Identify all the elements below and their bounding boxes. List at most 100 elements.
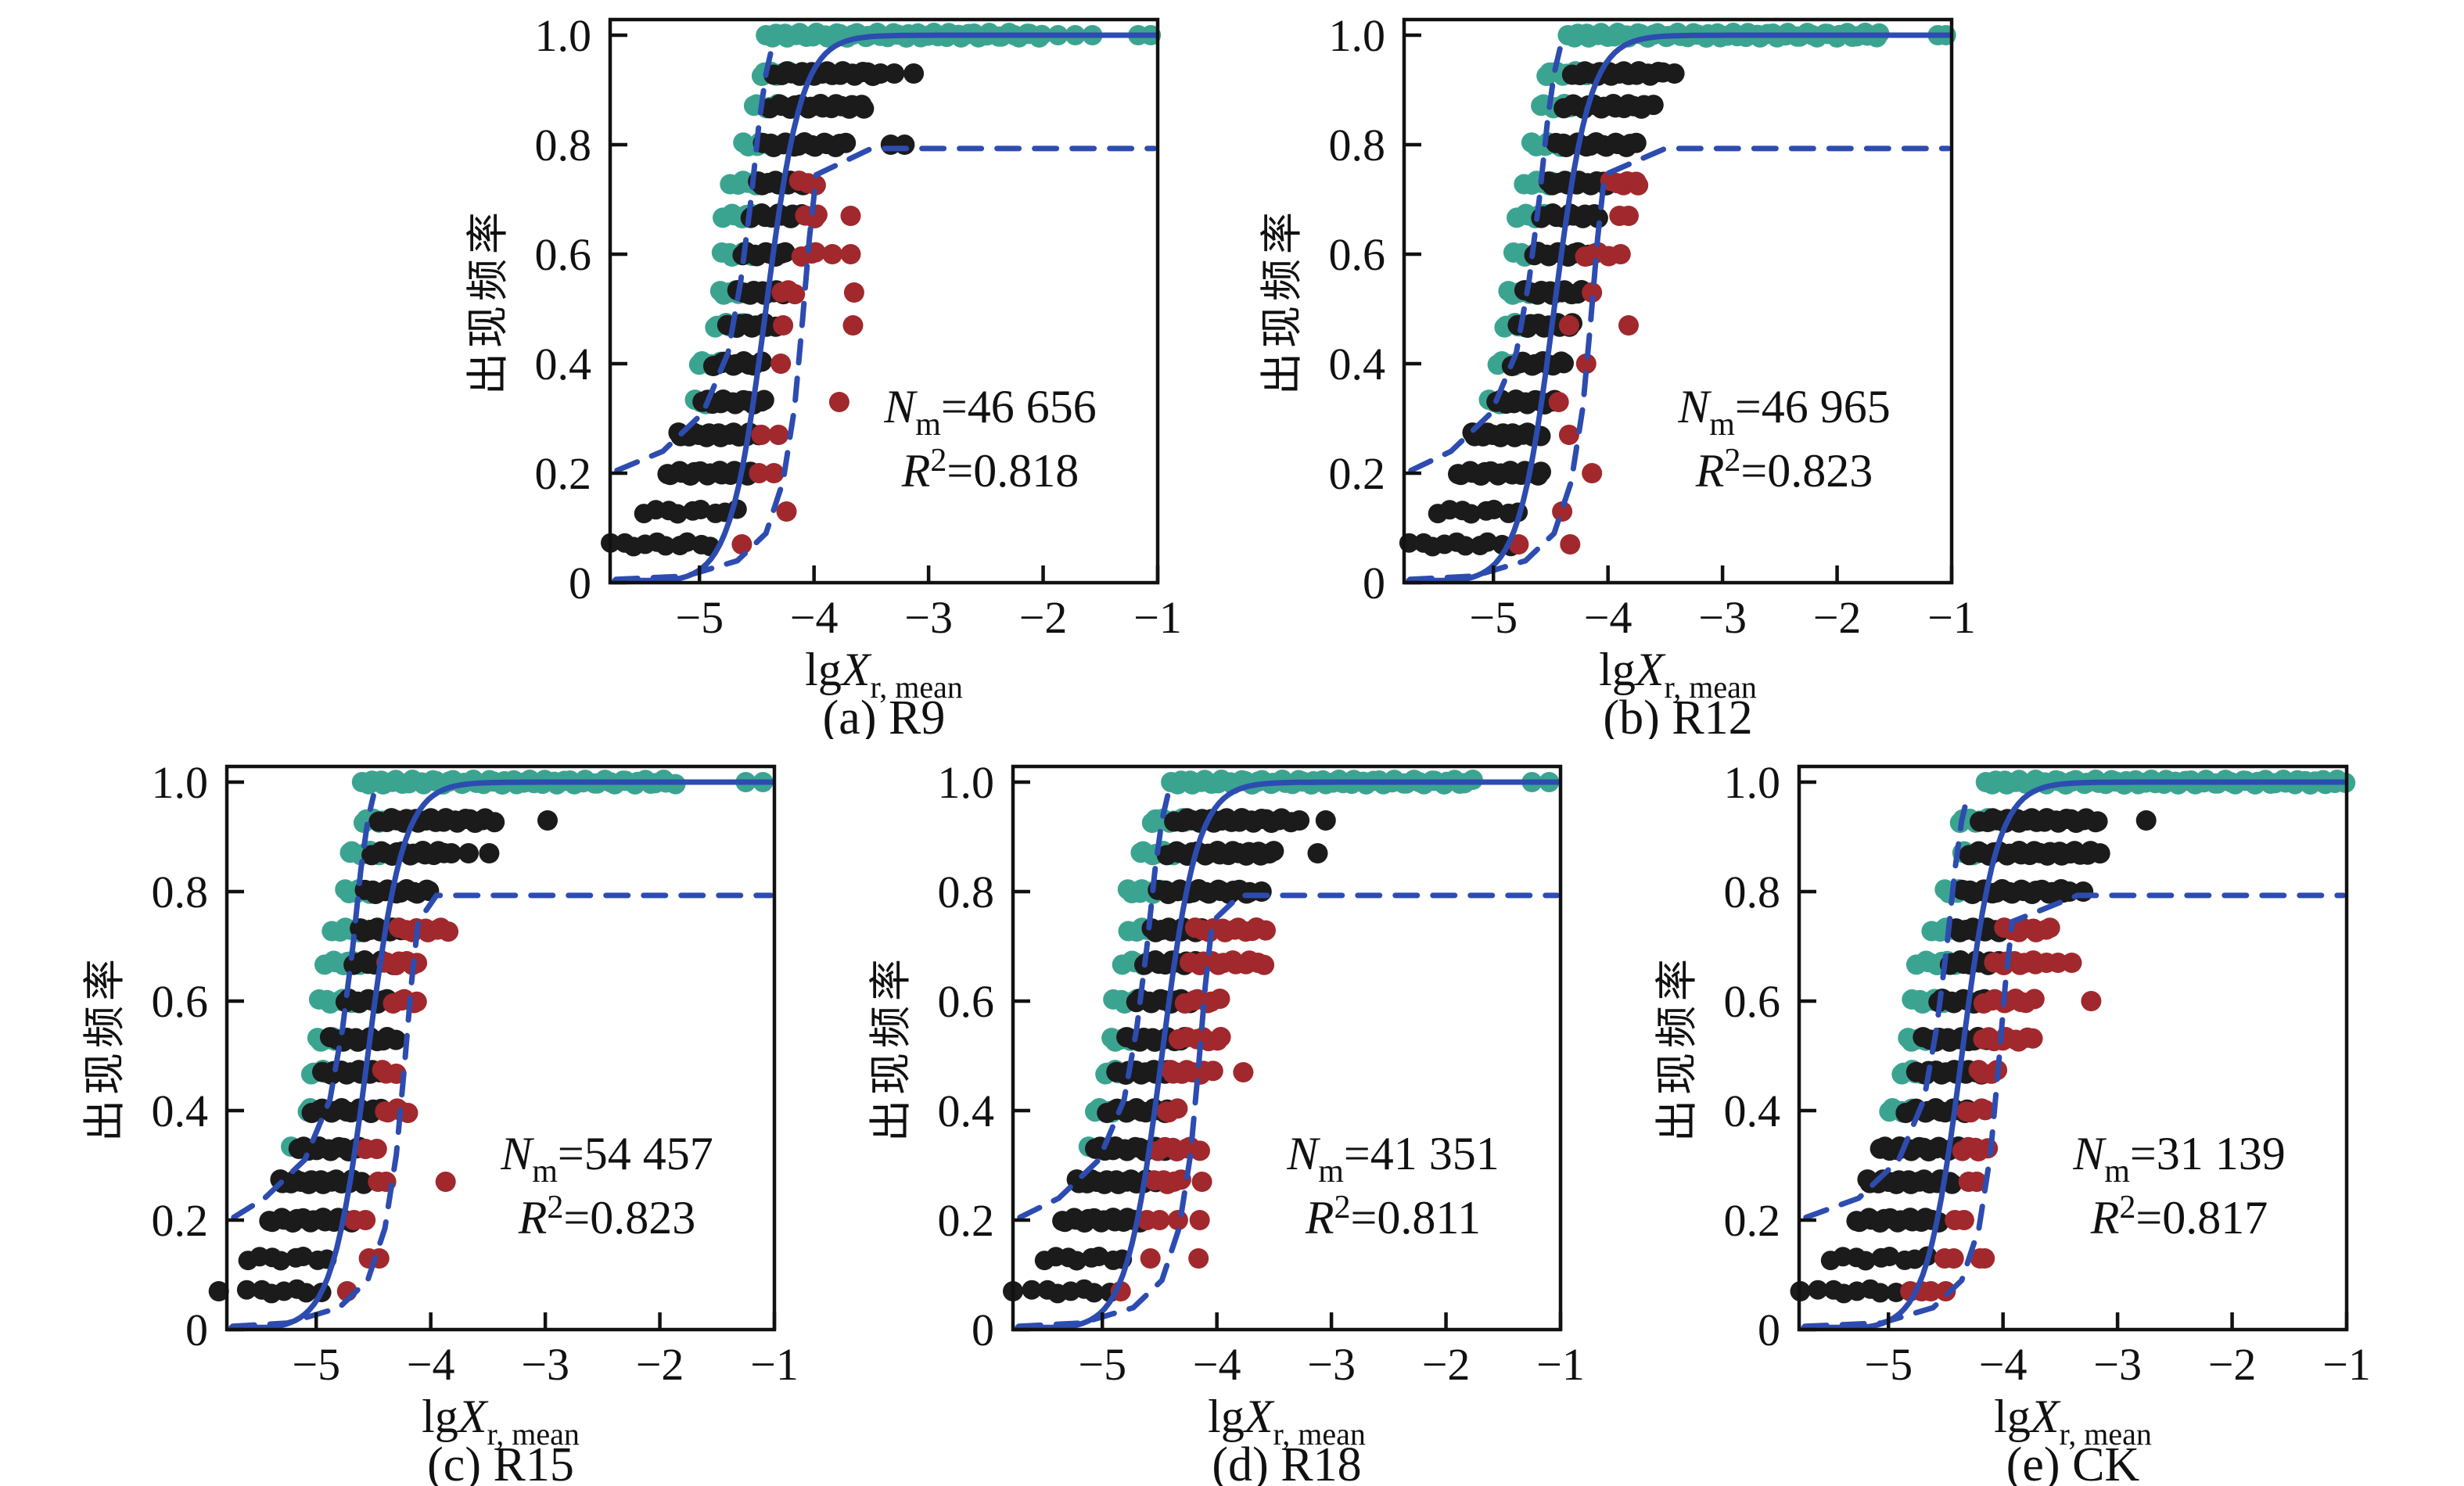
x-tick-label: −4 [1584,592,1632,643]
y-tick-label: 0.6 [152,976,209,1027]
y-tick-label: 0.8 [535,120,592,170]
y-tick-label: 0.6 [1724,976,1781,1027]
plot-frame [224,764,777,1332]
x-tick-label: −3 [904,592,953,643]
annotation-r2: R2=0.818 [901,443,1079,497]
y-tick-label: 0.4 [1724,1086,1781,1136]
panel-caption: (a) R9 [823,691,946,739]
annotation-r2: R2=0.817 [2090,1190,2268,1244]
y-tick-label: 0 [972,1305,994,1355]
x-axis-label: lgXr, mean [805,644,963,705]
panel-caption: (d) R18 [1212,1438,1361,1486]
x-tick-label: −4 [790,592,839,643]
fit-curve [1015,779,1561,1330]
fit-curve [228,779,775,1330]
x-tick-label: −1 [1927,592,1975,643]
y-tick-label: 0 [1363,558,1385,608]
y-tick-label: 0.8 [1724,867,1781,917]
y-tick-label: 0.4 [152,1086,209,1136]
panel-e: −5 −4 −3 −2 −1 0 0.2 0.4 0.6 0.8 1.0 出现频率 lgXr, mean… [1654,757,2370,1486]
x-tick-label: −4 [407,1339,455,1390]
y-tick-label: 0.6 [938,976,995,1027]
x-tick-label: −5 [1864,1339,1913,1390]
x-tick-label: −1 [1536,1339,1584,1390]
confidence-band-upper [1803,793,1970,1220]
annotation-nm: Nm=46 656 [883,381,1097,443]
x-tick-label: −3 [2093,1339,2142,1390]
panel-a-chart: −5 −4 −3 −2 −1 0 0.2 0.4 0.6 0.8 1.0 出现频率 lgXr, mean… [465,10,1181,739]
y-axis-label: 出现频率 [81,954,128,1142]
panel-caption: (e) CK [2006,1438,2140,1486]
y-tick-label: 0.2 [1329,448,1386,499]
x-tick-label: −3 [1307,1339,1356,1390]
x-tick-label: −2 [1019,592,1068,643]
y-axis-label: 出现频率 [1259,207,1306,395]
y-tick-label: 0.8 [1329,120,1386,170]
x-tick-label: −5 [292,1339,340,1390]
confidence-band-upper [231,793,376,1220]
panel-e-chart: −5 −4 −3 −2 −1 0 0.2 0.4 0.6 0.8 1.0 出现频率 lgXr, mean… [1654,757,2370,1486]
annotation-nm: Nm=31 139 [2072,1128,2286,1190]
annotation-r2: R2=0.811 [1305,1190,1481,1244]
panel-d: −5 −4 −3 −2 −1 0 0.2 0.4 0.6 0.8 1.0 出现频率 lgXr, mean… [867,757,1584,1486]
confidence-band-upper [1408,46,1563,473]
confidence-band-lower-hline [1406,145,1952,583]
plot-frame [1402,17,1954,585]
x-tick-label: −1 [2322,1339,2370,1390]
y-tick-label: 1.0 [152,757,209,808]
x-tick-label: −3 [1698,592,1747,643]
x-axis-label: lgXr, mean [1599,644,1757,705]
y-axis-label: 出现频率 [465,207,512,395]
y-tick-label: 1.0 [1724,757,1781,808]
y-axis-label: 出现频率 [867,954,914,1142]
y-tick-label: 0.4 [535,339,592,389]
annotation-r2: R2=0.823 [1695,443,1873,497]
x-tick-label: −4 [1979,1339,2028,1390]
y-tick-label: 0.8 [152,867,209,917]
x-axis-label: lgXr, mean [422,1391,580,1452]
confidence-band-upper [1017,793,1171,1220]
x-tick-label: −2 [1813,592,1862,643]
x-axis-label: lgXr, mean [1994,1391,2152,1452]
plot-frame [1011,764,1563,1332]
annotation-nm: Nm=46 965 [1677,381,1891,443]
annotation-r2: R2=0.823 [518,1190,696,1244]
panel-caption: (b) R12 [1603,691,1752,739]
y-tick-label: 0.6 [535,229,592,280]
annotation-nm: Nm=41 351 [1286,1128,1500,1190]
x-tick-label: −3 [521,1339,569,1390]
panel-b-chart: −5 −4 −3 −2 −1 0 0.2 0.4 0.6 0.8 1.0 出现频率 lgXr, mean… [1259,10,1975,739]
y-tick-label: 1.0 [535,10,592,61]
fit-curve [1801,779,2347,1330]
y-tick-label: 0.8 [938,867,995,917]
confidence-band-upper [614,46,774,473]
panel-c-chart: −5 −4 −3 −2 −1 0 0.2 0.4 0.6 0.8 1.0 出现频率 lgXr, mean… [81,757,798,1486]
y-tick-label: 0.6 [1329,229,1386,280]
y-tick-label: 0.2 [1724,1195,1781,1246]
x-axis-label: lgXr, mean [1208,1391,1366,1452]
confidence-band-lower-hline [1015,892,1561,1330]
x-tick-label: −5 [675,592,724,643]
y-tick-label: 0 [1758,1305,1780,1355]
y-tick-label: 1.0 [938,757,995,808]
x-tick-label: −1 [1133,592,1181,643]
panel-caption: (c) R15 [427,1438,574,1486]
y-tick-label: 1.0 [1329,10,1386,61]
panel-c: −5 −4 −3 −2 −1 0 0.2 0.4 0.6 0.8 1.0 出现频率 lgXr, mean… [81,757,798,1486]
x-tick-label: −2 [636,1339,684,1390]
y-axis-label: 出现频率 [1654,954,1701,1142]
panel-d-chart: −5 −4 −3 −2 −1 0 0.2 0.4 0.6 0.8 1.0 出现频率 lgXr, mean… [867,757,1584,1486]
y-tick-label: 0 [569,558,591,608]
y-tick-label: 0.2 [152,1195,209,1246]
y-tick-label: 0.4 [938,1086,995,1136]
confidence-band-lower-hline [612,145,1158,583]
plot-frame [608,17,1160,585]
confidence-band-lower-hline [229,892,774,1330]
confidence-band-lower-hline [1801,892,2347,1330]
fit-curve [612,32,1158,583]
annotation-nm: Nm=54 457 [500,1128,713,1190]
plot-frame [1797,764,2349,1332]
x-tick-label: −2 [2208,1339,2257,1390]
scatter-points [1790,770,2356,1304]
